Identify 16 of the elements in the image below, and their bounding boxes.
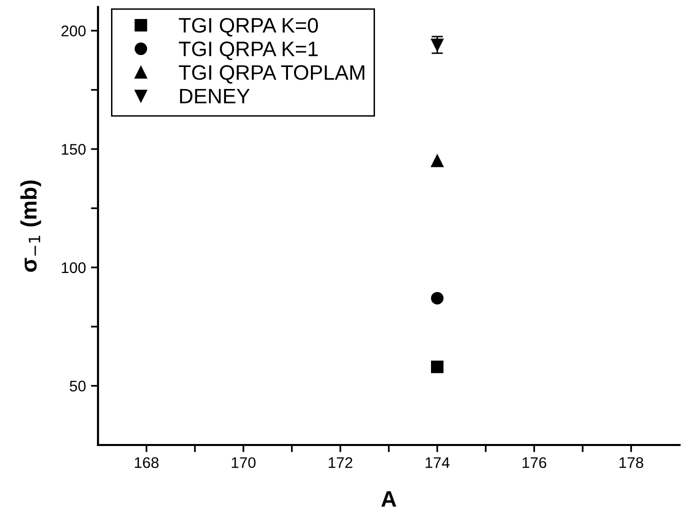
y-axis-title: σ$_{−1}$ (mb) — [20, 180, 42, 272]
legend-label: TGI QRPA K=0 — [178, 18, 318, 36]
legend-label: TGI QRPA TOPLAM — [178, 65, 364, 84]
x-tick-label: 174 — [426, 457, 450, 468]
x-tick-label: 170 — [232, 457, 256, 468]
x-axis-title: A — [381, 491, 396, 507]
x-tick-label: 172 — [328, 457, 352, 468]
x-tick-label: 178 — [620, 457, 644, 468]
legend-label: TGI QRPA K=1 — [178, 42, 318, 60]
y-tick-label: 50 — [70, 380, 86, 392]
y-tick-label: 100 — [62, 262, 86, 274]
legend-label: DENEY — [180, 88, 250, 104]
y-tick-label: 200 — [61, 26, 86, 36]
y-tick-label: 150 — [62, 144, 86, 155]
x-tick-label: 176 — [522, 457, 546, 468]
x-tick-label: 168 — [134, 457, 159, 468]
